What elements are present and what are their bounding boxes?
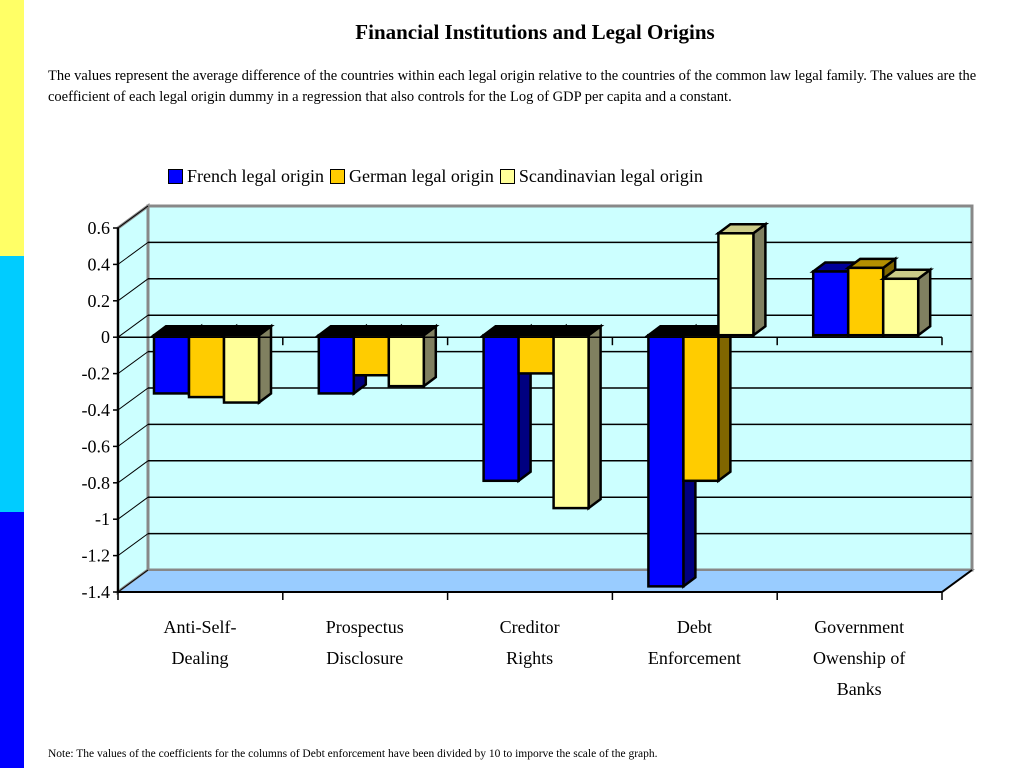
bar [881,277,920,337]
y-tick-label: 0.2 [88,291,111,311]
category-label: Prospectus Disclosure [283,612,447,674]
legend-label: Scandinavian legal origin [518,166,703,186]
category-label-line: Dealing [171,648,229,668]
y-tick-label: -0.2 [82,364,111,384]
category-label-line: Debt [676,617,712,637]
y-tick-label: -1.2 [82,546,111,566]
bar [352,333,391,377]
legend-item-scandinavian: Scandinavian legal origin [499,166,703,187]
bar [187,333,226,399]
gridline-diagonal [117,533,149,557]
bar [222,333,261,404]
gridline-diagonal [117,423,149,447]
bar [811,270,850,337]
y-tick-label: -0.4 [82,400,111,420]
category-label-line: Prospectus [325,617,404,637]
bar-side [717,323,732,484]
gridline-diagonal [117,460,149,484]
gridline-diagonal [117,314,149,338]
category-label-line: Owenship of [812,648,906,668]
category-label-line: Disclosure [326,648,404,668]
gridline-diagonal [117,496,149,520]
bar [152,333,191,395]
legend-swatch [329,169,345,184]
floor [114,569,976,593]
y-tick-label: -1 [95,509,110,529]
bar-side [916,267,932,338]
y-tick-label: 0.6 [88,218,111,238]
bar [482,333,520,483]
slide-title: Financial Institutions and Legal Origins [355,20,715,44]
category-label-line: Creditor [499,617,560,637]
gridline-diagonal [117,241,149,265]
bar [517,333,555,375]
strip-cyan [0,256,24,512]
bar [317,333,356,395]
category-label: Debt Enforcement [612,612,776,674]
y-tick-label: -0.8 [82,473,111,493]
legend-swatch [499,169,515,184]
legend-item-german: German legal origin [329,166,494,187]
category-label-line: Government [814,617,905,637]
category-label-line: Rights [506,648,554,668]
bar [387,333,426,388]
legend: French legal origin German legal origin … [168,166,703,187]
legend-swatch [168,169,183,184]
bar [682,333,720,483]
legend-item-french: French legal origin [168,166,324,187]
category-label-line: Banks [836,679,882,699]
bar [846,266,885,337]
y-tick-label: -1.4 [82,582,111,602]
gridline-diagonal [117,278,149,302]
category-label-line: Anti-Self- [163,617,237,637]
description: The values represent the average differe… [48,68,977,105]
category-label-line: Enforcement [647,648,741,668]
category-label: Anti-Self- Dealing [118,612,282,674]
legend-label: French legal origin [187,166,324,186]
y-tick-label: 0 [101,327,110,347]
y-tick-label: -0.6 [82,436,111,456]
gridline-diagonal [117,387,149,411]
footnote: Note: The values of the coefficients for… [48,748,658,760]
category-label: Creditor Rights [448,612,612,674]
strip-yellow [0,0,24,256]
legend-label: German legal origin [348,166,494,186]
gridline-diagonal [117,569,149,593]
bar [552,333,590,510]
y-tick-label: 0.4 [88,254,111,274]
bar-side [752,221,767,338]
strip-blue [0,512,24,768]
bar-side [587,323,602,511]
category-label: Government Owenship of Banks [777,612,941,705]
bar [717,232,755,337]
gridline-diagonal [117,351,149,375]
bar [647,333,685,588]
floor-edge [941,569,973,593]
gridline-diagonal [117,205,149,229]
